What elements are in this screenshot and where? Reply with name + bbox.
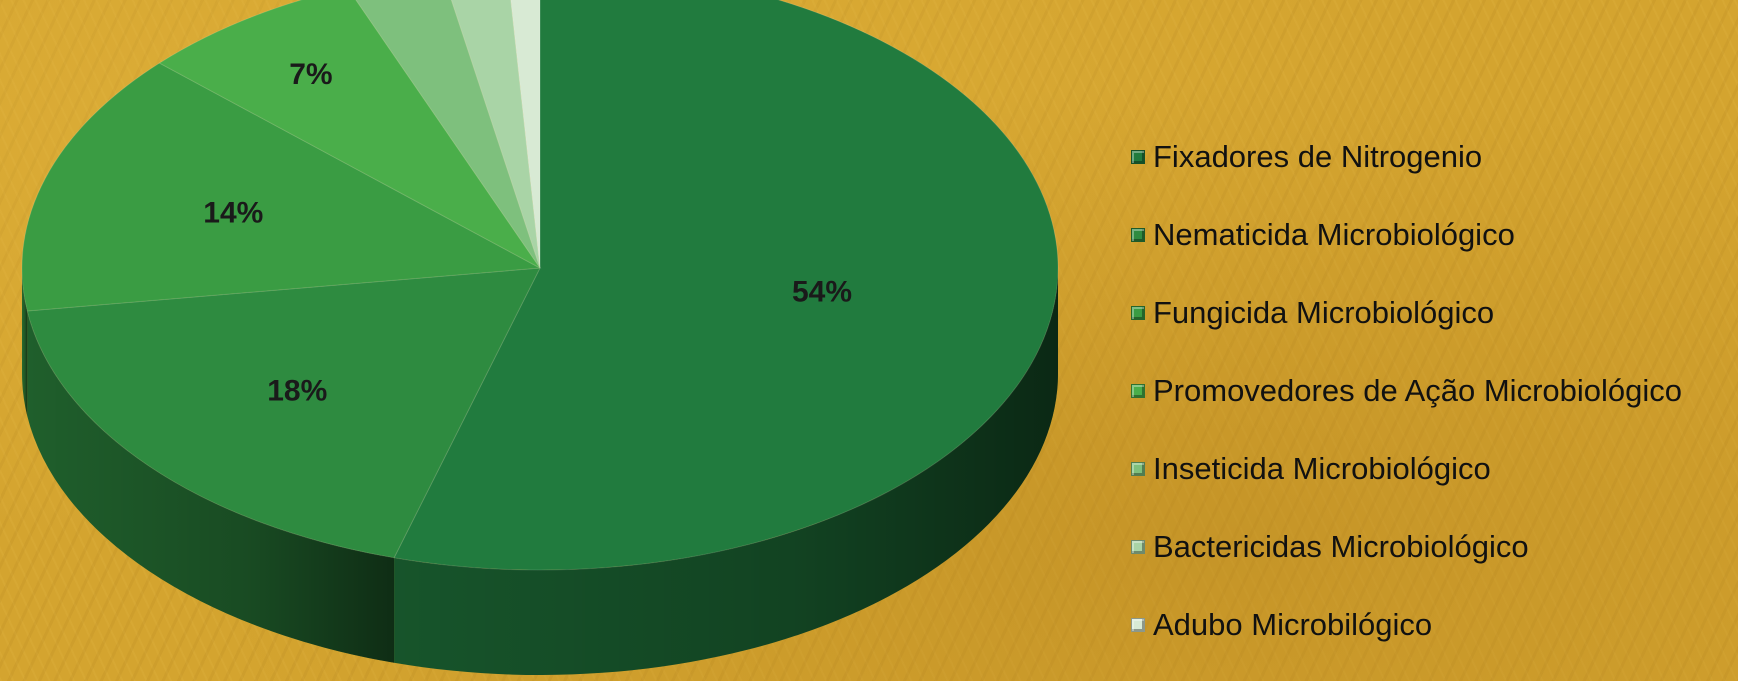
pie-slice-5 [450,0,541,269]
slice-label-3: 7% [289,58,332,91]
legend-item: Nematicida Microbiológico [1131,196,1682,274]
legend-item: Adubo Microbilógico [1131,586,1682,664]
legend-swatch [1131,384,1145,398]
slice-label-0: 54% [792,276,852,309]
legend-item: Fungicida Microbiológico [1131,274,1682,352]
pie-slice-3 [158,0,541,269]
legend-label: Adubo Microbilógico [1153,607,1433,642]
legend-label: Inseticida Microbiológico [1153,451,1491,486]
pie-slice-6 [510,0,541,269]
legend-swatch [1131,306,1145,320]
pie-slice-2 [21,62,542,312]
pie-slice-4 [355,0,541,269]
legend-label: Bactericidas Microbiológico [1153,529,1529,564]
legend-label: Fixadores de Nitrogenio [1153,139,1483,174]
legend-label: Nematicida Microbiológico [1153,217,1515,252]
pie-side-shade-1 [27,310,395,663]
legend-label: Promovedores de Ação Microbiológico [1153,373,1682,408]
legend-item: Bactericidas Microbiológico [1131,508,1682,586]
legend-swatch [1131,462,1145,476]
pie-side-shade-0 [394,268,1059,675]
slice-label-2: 14% [203,196,263,229]
legend-swatch [1131,618,1145,632]
legend-item: Inseticida Microbiológico [1131,430,1682,508]
legend-label: Fungicida Microbiológico [1153,295,1495,330]
legend-item: Fixadores de Nitrogenio [1131,118,1682,196]
pie-slice-0 [393,0,1059,571]
legend-item: Promovedores de Ação Microbiológico [1131,352,1682,430]
legend-swatch [1131,540,1145,554]
legend-swatch [1131,150,1145,164]
legend-swatch [1131,228,1145,242]
chart-legend: Fixadores de Nitrogenio Nematicida Microb… [1131,118,1682,664]
slice-label-1: 18% [267,375,327,408]
pie-side-shade-2 [22,268,28,416]
pie-slice-1 [26,267,541,559]
